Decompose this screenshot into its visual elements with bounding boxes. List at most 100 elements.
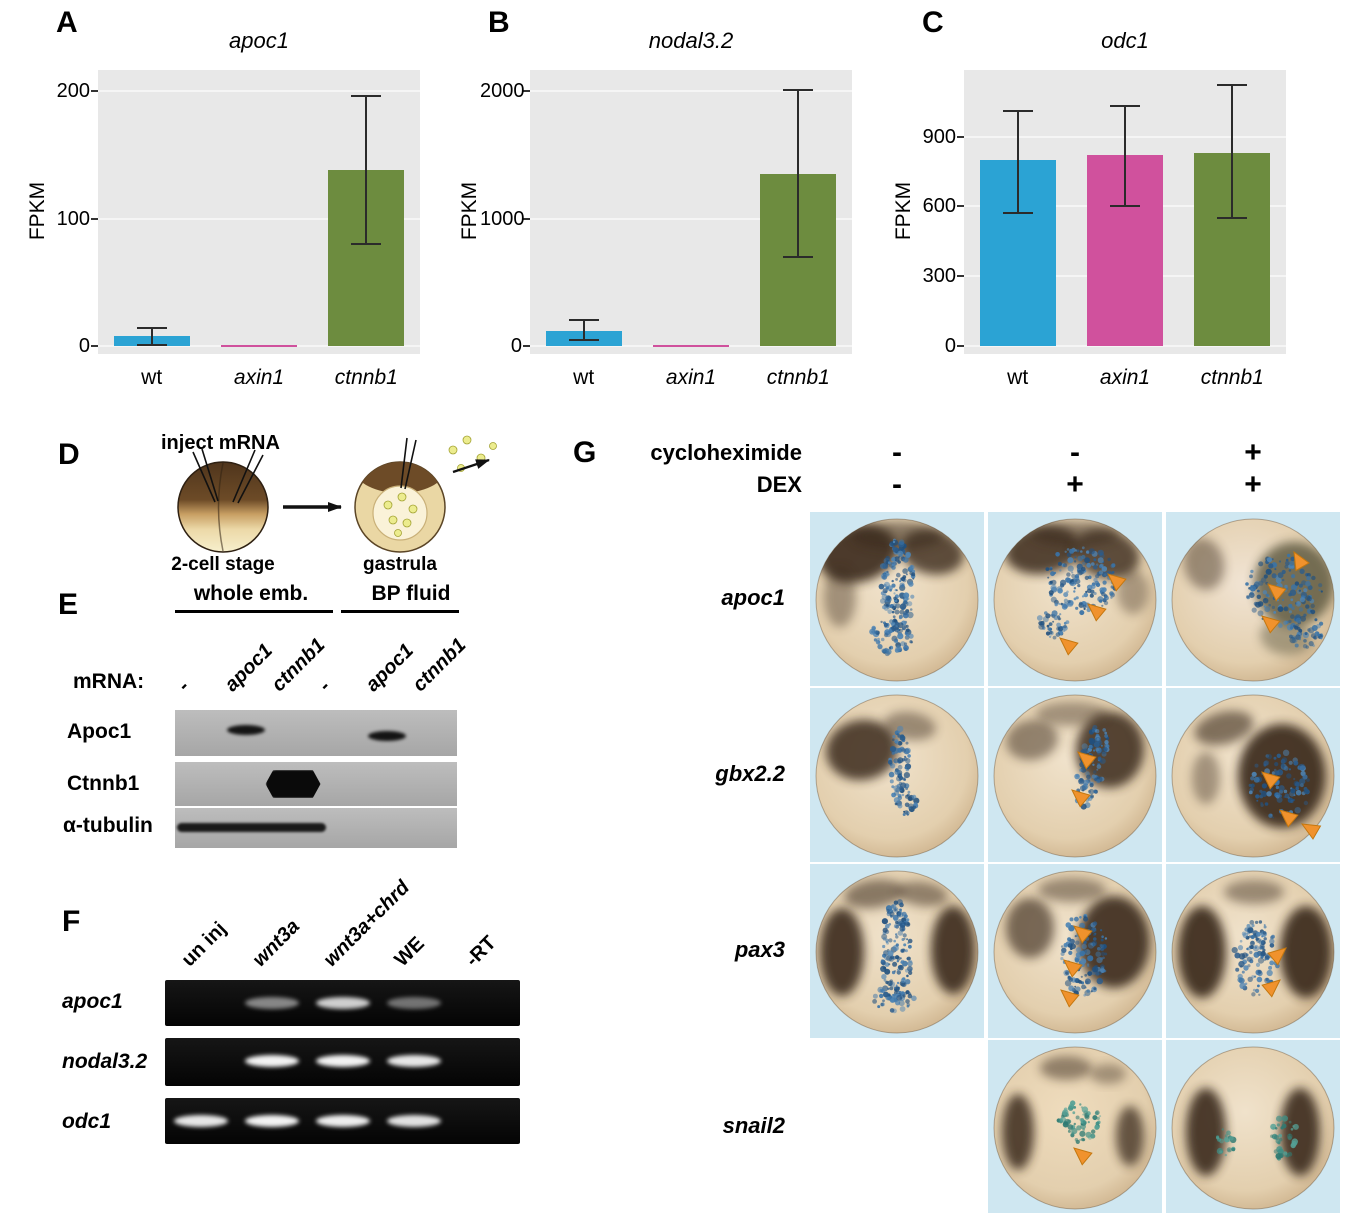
blot-lane-label-3: - (313, 675, 335, 696)
mrna-label: mRNA: (73, 670, 145, 693)
western-blot-tubulin (175, 808, 457, 848)
bar-axin1 (653, 344, 729, 347)
y-tick-label: 2000 (480, 80, 525, 103)
y-axis-label: FPKM (458, 181, 481, 241)
underline-bp-fluid (341, 610, 459, 613)
blot-lane-label-0: - (172, 675, 194, 696)
secretion-arrow (452, 458, 490, 474)
gene-row-label-gbx2.2: gbx2.2 (715, 761, 785, 786)
arrowhead-marker (1261, 771, 1281, 790)
arrowhead-marker (1107, 573, 1127, 592)
y-tick-mark (523, 90, 530, 93)
error-cap-top (136, 327, 167, 330)
error-bar-axin1 (1124, 106, 1126, 207)
gel-row-label-2: odc1 (62, 1110, 112, 1133)
arrowhead-marker (1261, 615, 1281, 634)
dna-band (386, 1115, 441, 1127)
error-cap-top (351, 95, 382, 98)
embryo-pax3-chx-minus-dex-plus (988, 864, 1162, 1038)
treatment-sign-cycloheximide-col2: - (1070, 436, 1080, 469)
dna-band (315, 1115, 370, 1127)
arrowhead-marker (1071, 789, 1091, 808)
embryo-apoc1-chx-minus-dex-plus (988, 512, 1162, 686)
dna-band (244, 1055, 299, 1067)
embryo-apoc1-chx-plus-dex-plus-cell (1166, 512, 1340, 686)
y-tick-label: 1000 (480, 207, 525, 230)
embryo-pax3-chx-plus-dex-plus (1166, 864, 1340, 1038)
panel-letter-f: F (62, 905, 81, 938)
gene-row-label-apoc1: apoc1 (721, 585, 785, 610)
y-tick-label: 0 (944, 335, 956, 357)
two-cell-stage-label: 2-cell stage (171, 554, 275, 575)
panel-g-in-situ-grid: G cycloheximide - - + DEX - + + apoc1 gbx2.2 pax3… (565, 432, 1355, 1213)
gel-row-label-0: apoc1 (62, 990, 123, 1013)
gel-lane-label-0: un inj (176, 917, 231, 971)
blot-lane-label-1: apoc1 (219, 639, 277, 696)
x-axis-label-ctnnb1: ctnnb1 (766, 366, 830, 389)
y-tick-label: 100 (56, 207, 90, 230)
panel-e-western-blot: E whole emb. BP fluid mRNA: - apoc1 ctnnb1… (55, 578, 525, 870)
dna-band (244, 1115, 299, 1127)
protein-band (265, 770, 321, 798)
embryo-snail2-chx-minus-dex-plus-cell (988, 1040, 1162, 1213)
error-bar-ctnnb1 (365, 96, 368, 245)
y-tick-label: 900 (922, 125, 956, 148)
embryo-apoc1-chx-minus-dex-minus-cell (810, 512, 984, 686)
y-tick-mark (957, 345, 964, 347)
error-cap-top (568, 318, 599, 321)
y-tick-mark (957, 135, 964, 138)
embryo-gbx2.2-chx-minus-dex-minus (810, 688, 984, 862)
dna-band (386, 997, 441, 1009)
western-blot-apoc1 (175, 710, 457, 756)
blot-lane-label-5: ctnnb1 (407, 634, 470, 696)
dna-band (315, 997, 370, 1009)
panel-letter-b: B (488, 6, 510, 39)
embryo-snail2-chx-plus-dex-plus (1166, 1040, 1340, 1213)
x-axis-label-wt: wt (1007, 366, 1029, 389)
gene-row-label-pax3: pax3 (734, 937, 785, 962)
error-bar-wt (1016, 110, 1019, 214)
arrowhead-marker (1073, 1147, 1093, 1166)
dna-band (244, 997, 299, 1009)
protein-band (176, 823, 326, 832)
error-cap-top (783, 89, 814, 91)
y-tick-mark (523, 345, 530, 347)
embryo-apoc1-chx-minus-dex-plus-cell (988, 512, 1162, 686)
embryo-snail2-chx-plus-dex-plus-cell (1166, 1040, 1340, 1213)
error-cap-top (1002, 109, 1033, 112)
arrowhead-marker (1077, 751, 1097, 770)
embryo-gbx2.2-chx-plus-dex-plus-cell (1166, 688, 1340, 862)
arrowhead-marker (1300, 823, 1322, 840)
y-tick-mark (957, 205, 964, 208)
arrowhead-marker (1060, 989, 1080, 1008)
treatment-label-cycloheximide: cycloheximide (650, 440, 802, 465)
blot-row-label-0: Apoc1 (67, 720, 132, 743)
y-tick-label: 0 (510, 335, 522, 357)
gel-apoc1 (165, 980, 520, 1026)
panel-letter-g: G (573, 436, 597, 469)
error-cap-top (1110, 105, 1140, 108)
error-cap-bottom (1110, 205, 1140, 208)
gel-row-label-1: nodal3.2 (62, 1050, 148, 1073)
treatment-sign-cycloheximide-col3: + (1244, 436, 1262, 469)
blot-lane-label-2: ctnnb1 (266, 634, 329, 696)
inject-mrna-label: inject mRNA (161, 432, 280, 454)
y-tick-label: 600 (922, 195, 956, 218)
treatment-sign-dex-col2: + (1066, 468, 1084, 501)
treatment-sign-dex-col1: - (892, 468, 902, 501)
embryo-pax3-chx-minus-dex-minus (810, 864, 984, 1038)
x-axis-label-axin1: axin1 (1099, 366, 1151, 389)
dna-band (386, 1055, 441, 1067)
panel-letter-c: C (922, 6, 944, 39)
error-cap-bottom (1217, 216, 1248, 219)
x-axis-label-ctnnb1: ctnnb1 (1200, 366, 1264, 389)
embryo-apoc1-chx-minus-dex-minus (810, 512, 984, 686)
arrowhead-marker (1279, 809, 1299, 828)
panel-f-rt-pcr-gel: F un inj wnt3a wnt3a+chrd WE -RT apoc1 nodal3… (55, 876, 535, 1205)
arrowhead-marker (1087, 603, 1107, 622)
gel-lane-label-4: -RT (460, 931, 501, 971)
arrowhead-marker (1073, 925, 1093, 944)
